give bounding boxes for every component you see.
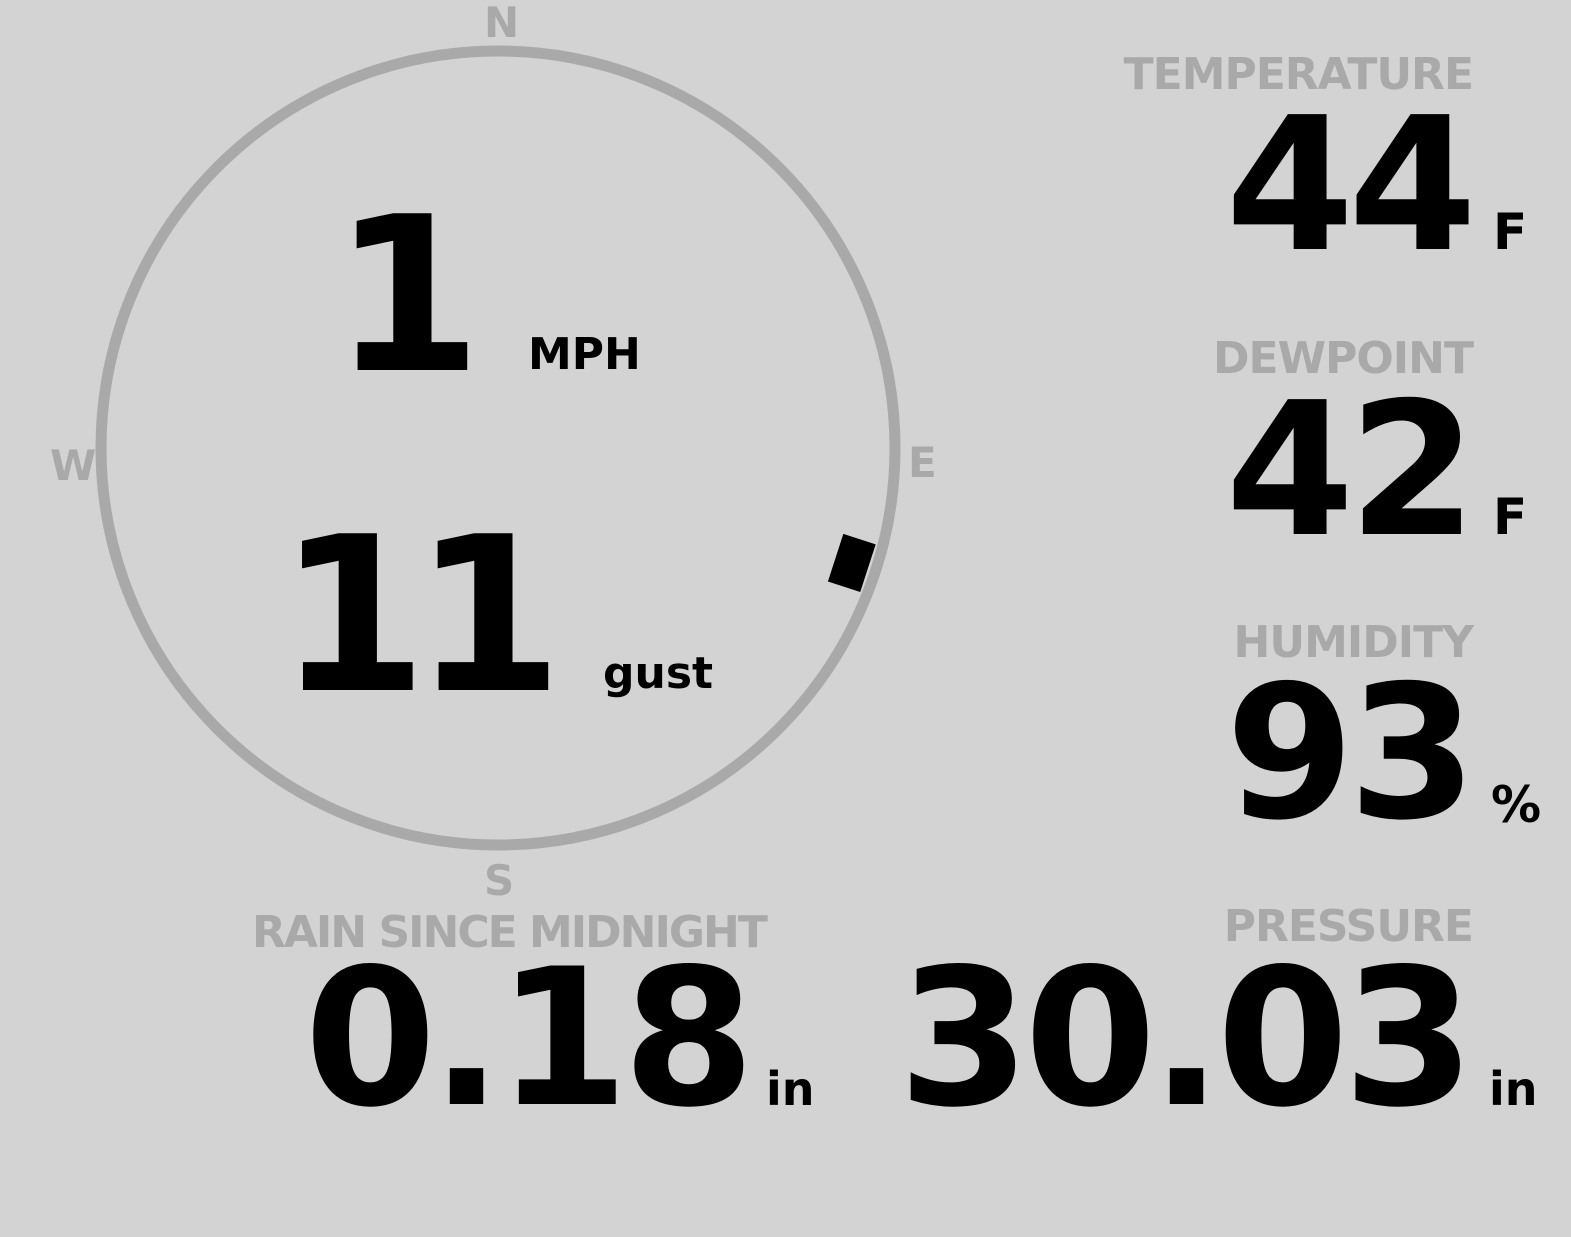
wind-speed-value: 1 (332, 170, 482, 421)
temperature-value: 44 (1225, 77, 1477, 293)
rain-label: RAIN SINCE MIDNIGHT (252, 907, 768, 958)
pressure-label: PRESSURE (1223, 901, 1474, 952)
compass-north: N (484, 0, 520, 47)
rain-value: 0.18 (304, 928, 755, 1149)
humidity-unit: % (1491, 776, 1542, 834)
compass-south: S (484, 856, 515, 905)
compass-ring (95, 45, 901, 851)
compass-east: E (908, 438, 937, 487)
pressure-value: 30.03 (898, 928, 1475, 1149)
wind-gust-unit: gust (603, 648, 714, 699)
temperature-label: TEMPERATURE (1123, 49, 1474, 100)
wind-speed-unit: MPH (528, 329, 641, 380)
rain-unit: in (766, 1062, 815, 1116)
wind-direction-marker (827, 533, 876, 592)
dewpoint-label: DEWPOINT (1213, 333, 1474, 384)
humidity-label: HUMIDITY (1233, 617, 1474, 668)
temperature-unit: F (1493, 203, 1528, 261)
dewpoint-unit: F (1493, 488, 1528, 546)
wind-gust-value: 11 (277, 490, 563, 741)
dewpoint-value: 42 (1225, 362, 1477, 578)
humidity-value: 93 (1225, 645, 1477, 861)
compass-west: W (50, 441, 97, 490)
pressure-unit: in (1489, 1062, 1538, 1116)
